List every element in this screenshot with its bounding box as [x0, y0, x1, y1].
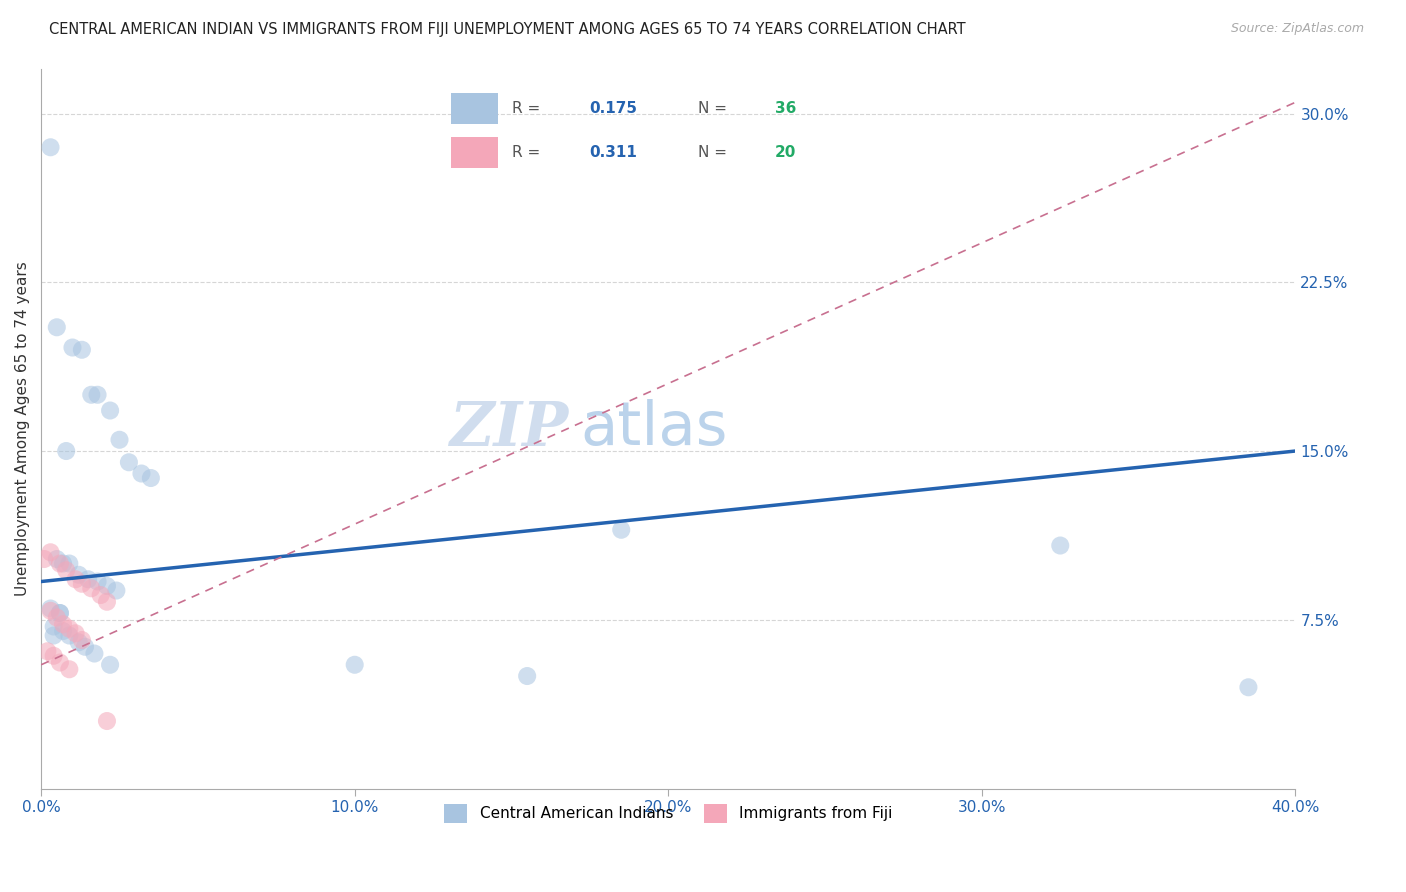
Point: [343, 657, 366, 672]
Point: [49, 557, 72, 571]
Point: [86, 574, 108, 589]
Point: [39, 140, 62, 154]
Point: [139, 471, 162, 485]
Text: CENTRAL AMERICAN INDIAN VS IMMIGRANTS FROM FIJI UNEMPLOYMENT AMONG AGES 65 TO 74: CENTRAL AMERICAN INDIAN VS IMMIGRANTS FR…: [49, 22, 966, 37]
Point: [55, 444, 77, 458]
Point: [118, 455, 141, 469]
Point: [45, 320, 67, 334]
Point: [58, 662, 80, 676]
Point: [70, 343, 93, 357]
Text: ZIP: ZIP: [449, 399, 568, 458]
Point: [49, 606, 72, 620]
Point: [55, 563, 77, 577]
Point: [39, 604, 62, 618]
Point: [90, 588, 112, 602]
Point: [96, 595, 118, 609]
Point: [65, 572, 87, 586]
Point: [45, 552, 67, 566]
Point: [1237, 680, 1260, 694]
Point: [52, 624, 75, 638]
Point: [42, 619, 65, 633]
Point: [65, 626, 87, 640]
Point: [37, 644, 59, 658]
Point: [52, 617, 75, 632]
Y-axis label: Unemployment Among Ages 65 to 74 years: Unemployment Among Ages 65 to 74 years: [15, 261, 30, 596]
Point: [39, 545, 62, 559]
Point: [70, 633, 93, 648]
Point: [67, 635, 90, 649]
Point: [610, 523, 633, 537]
Point: [96, 579, 118, 593]
Point: [80, 388, 103, 402]
Point: [80, 582, 103, 596]
Point: [516, 669, 538, 683]
Point: [67, 567, 90, 582]
Point: [98, 403, 121, 417]
Text: Source: ZipAtlas.com: Source: ZipAtlas.com: [1230, 22, 1364, 36]
Point: [105, 583, 128, 598]
Point: [58, 622, 80, 636]
Legend: Central American Indians, Immigrants from Fiji: Central American Indians, Immigrants fro…: [432, 792, 904, 835]
Point: [32, 552, 55, 566]
Point: [83, 647, 105, 661]
Point: [62, 341, 84, 355]
Point: [108, 433, 131, 447]
Point: [77, 572, 100, 586]
Point: [98, 657, 121, 672]
Text: atlas: atlas: [581, 399, 728, 458]
Point: [96, 714, 118, 728]
Point: [73, 640, 96, 654]
Point: [49, 606, 72, 620]
Point: [39, 601, 62, 615]
Point: [42, 648, 65, 663]
Point: [42, 628, 65, 642]
Point: [52, 557, 75, 571]
Point: [58, 628, 80, 642]
Point: [45, 610, 67, 624]
Point: [86, 388, 108, 402]
Point: [49, 656, 72, 670]
Point: [70, 576, 93, 591]
Point: [1049, 539, 1071, 553]
Point: [58, 557, 80, 571]
Point: [131, 467, 153, 481]
